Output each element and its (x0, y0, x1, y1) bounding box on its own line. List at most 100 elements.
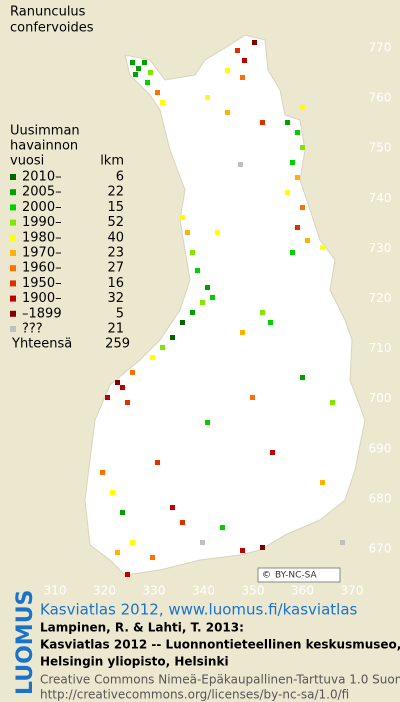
observation-square (155, 90, 160, 95)
legend-label: 1990– (22, 215, 62, 230)
citation: Helsingin yliopisto, Helsinki (40, 655, 229, 669)
observation-square (300, 145, 305, 150)
x-grid-label: 360 (291, 584, 314, 598)
total-count: 259 (105, 337, 130, 352)
legend-count: 16 (107, 276, 124, 291)
license: http://creativecommons.org/licenses/by-n… (40, 688, 349, 702)
observation-square (305, 238, 310, 243)
observation-square (295, 225, 300, 230)
observation-square (205, 95, 210, 100)
observation-square (235, 48, 240, 53)
observation-square (238, 162, 243, 167)
observation-square (252, 40, 257, 45)
observation-square (180, 320, 185, 325)
observation-square (260, 545, 265, 550)
total-label: Yhteensä (11, 337, 72, 352)
observation-square (160, 100, 165, 105)
legend-count: 23 (107, 246, 124, 261)
observation-square (260, 120, 265, 125)
observation-square (268, 320, 273, 325)
observation-square (330, 400, 335, 405)
legend-swatch (10, 265, 16, 272)
legend-swatch (10, 280, 16, 287)
observation-square (136, 66, 141, 71)
observation-square (300, 375, 305, 380)
legend-label: 2000– (22, 200, 62, 215)
y-grid-label: 730 (369, 241, 392, 255)
legend-count: 21 (107, 322, 124, 337)
observation-square (240, 75, 245, 80)
observation-square (250, 395, 255, 400)
legend-label: 2010– (22, 170, 62, 185)
observation-square (190, 250, 195, 255)
observation-square (170, 505, 175, 510)
legend-count: 5 (116, 306, 124, 321)
observation-square (105, 395, 110, 400)
observation-square (260, 310, 265, 315)
observation-square (120, 510, 125, 515)
legend-label: 1980– (22, 230, 62, 245)
legend-label: ??? (22, 322, 43, 337)
observation-square (242, 58, 247, 63)
y-grid-label: 770 (369, 41, 392, 55)
y-grid-label: 750 (369, 141, 392, 155)
observation-square (100, 470, 105, 475)
legend-swatch (10, 219, 16, 226)
y-grid-label: 720 (369, 291, 392, 305)
legend-heading: Uusimman (10, 124, 80, 139)
legend-swatch (10, 295, 16, 302)
observation-square (320, 480, 325, 485)
observation-square (205, 285, 210, 290)
observation-square (125, 400, 130, 405)
legend-label: –1899 (22, 306, 62, 321)
legend-label: 1970– (22, 246, 62, 261)
x-grid-label: 340 (192, 584, 215, 598)
legend-label: 2005– (22, 185, 62, 200)
observation-square (200, 300, 205, 305)
observation-square (115, 380, 120, 385)
observation-square (295, 175, 300, 180)
legend-count: 27 (107, 261, 124, 276)
x-grid-label: 320 (93, 584, 116, 598)
observation-square (170, 335, 175, 340)
observation-square (295, 130, 300, 135)
legend-count: 40 (107, 230, 124, 245)
y-grid-label: 700 (369, 391, 392, 405)
legend-count: 52 (107, 215, 124, 230)
license-badge (257, 567, 341, 583)
legend-count: 15 (107, 200, 124, 215)
legend-label: 1900– (22, 291, 62, 306)
observation-square (300, 205, 305, 210)
y-grid-label: 740 (369, 191, 392, 205)
observation-square (130, 540, 135, 545)
legend-count: 32 (107, 291, 124, 306)
badge-text: BY-NC-SA (275, 571, 318, 581)
observation-square (185, 230, 190, 235)
observation-square (340, 540, 345, 545)
observation-square (285, 120, 290, 125)
y-grid-label: 690 (369, 441, 392, 455)
license: Creative Commons Nimeä-Epäkaupallinen-Ta… (40, 673, 400, 687)
legend-label: 1960– (22, 261, 62, 276)
legend-count-header: lkm (100, 154, 124, 169)
legend-swatch (10, 204, 16, 211)
legend-swatch (10, 189, 16, 196)
legend-label: 1950– (22, 276, 62, 291)
x-grid-label: 330 (143, 584, 166, 598)
observation-square (180, 520, 185, 525)
observation-square (150, 355, 155, 360)
finland-outline (84, 34, 366, 576)
legend-swatch (10, 174, 16, 180)
observation-square (285, 190, 290, 195)
observation-square (240, 330, 245, 335)
legend-swatch (10, 250, 16, 256)
observation-square (225, 110, 230, 115)
footer-link[interactable]: Kasviatlas 2012, www.luomus.fi/kasviatla… (40, 601, 358, 619)
observation-square (148, 70, 153, 75)
species-name: Ranunculus (10, 5, 86, 20)
observation-square (270, 450, 275, 455)
observation-square (133, 72, 138, 77)
legend-heading: havainnon (10, 139, 78, 154)
citation: Lampinen, R. & Lahti, T. 2013: (40, 621, 244, 635)
observation-square (215, 230, 220, 235)
